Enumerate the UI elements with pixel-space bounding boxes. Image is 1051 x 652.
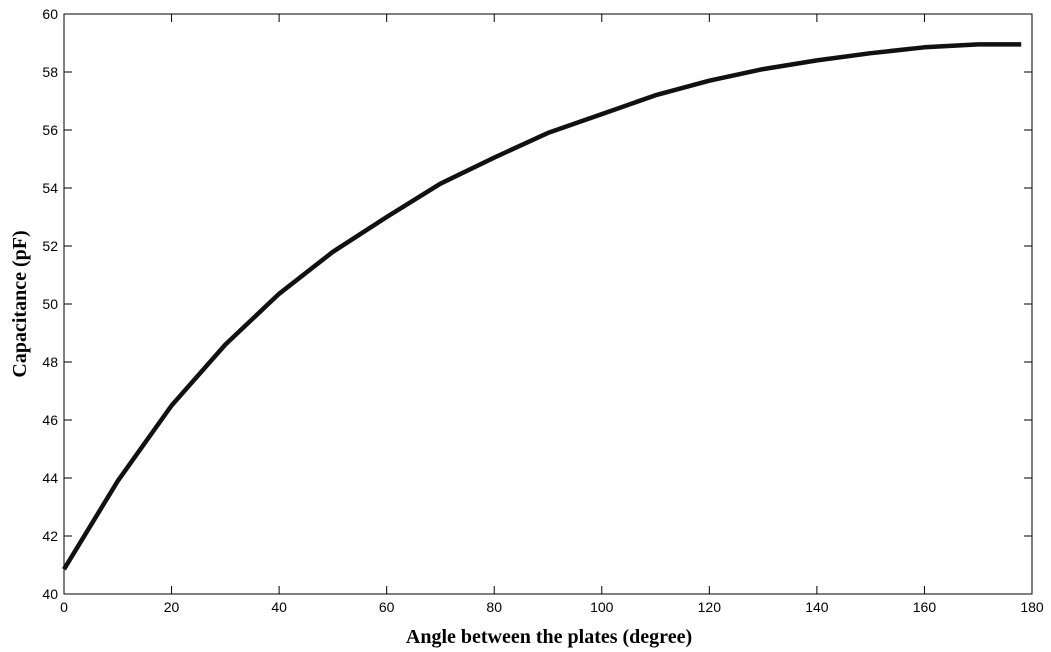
y-tick-label: 52 [42,238,58,254]
x-tick-label: 60 [379,599,395,615]
x-tick-label: 180 [1020,599,1044,615]
x-tick-label: 20 [164,599,180,615]
y-tick-label: 50 [42,296,58,312]
y-tick-label: 48 [42,354,58,370]
x-axis: 0 20 40 60 80 100 120 140 160 180 [60,14,1044,615]
x-tick-label: 160 [913,599,937,615]
series-line [62,42,1022,571]
y-tick-label: 40 [42,586,58,602]
x-tick-label: 100 [590,599,614,615]
y-tick-label: 44 [42,470,58,486]
x-tick-label: 0 [60,599,68,615]
y-tick-label: 56 [42,122,58,138]
y-tick-label: 42 [42,528,58,544]
y-tick-label: 46 [42,412,58,428]
x-tick-label: 40 [271,599,287,615]
x-axis-title: Angle between the plates (degree) [406,626,692,648]
y-axis-title: Capacitance (pF) [9,230,31,377]
x-tick-label: 80 [486,599,502,615]
y-axis: 40 42 44 46 48 50 52 54 56 58 60 [42,6,1032,602]
y-tick-label: 54 [42,180,58,196]
x-tick-label: 140 [805,599,829,615]
y-tick-label: 58 [42,64,58,80]
plot-frame [63,13,1033,595]
y-tick-label: 60 [42,6,58,22]
x-tick-label: 120 [698,599,722,615]
plot-area [62,13,1033,595]
